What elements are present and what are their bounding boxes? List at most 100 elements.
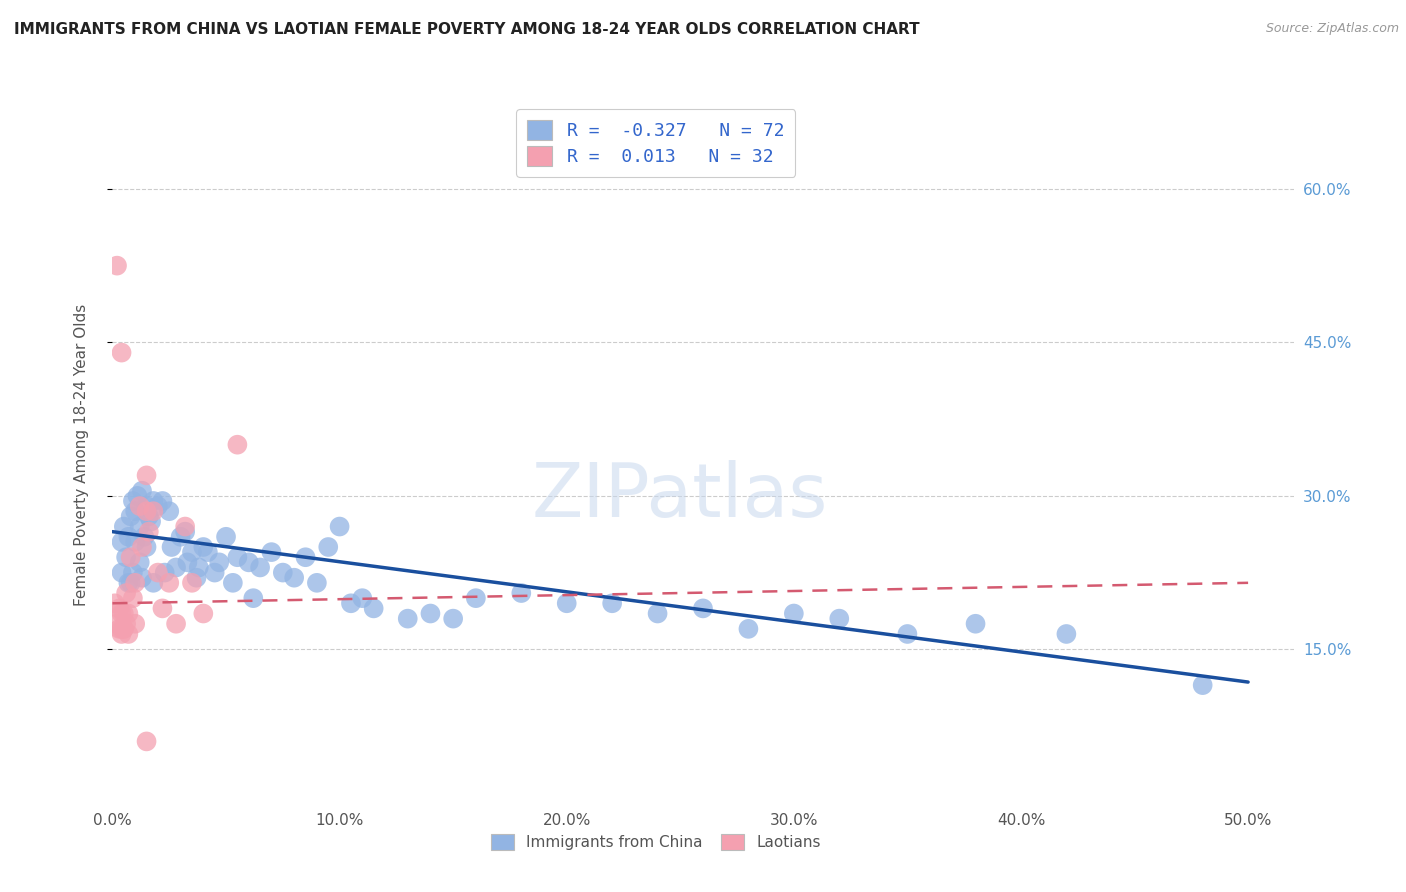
Point [152, 601, 174, 615]
Point [181, 545, 204, 559]
Point [142, 575, 165, 590]
Point [157, 504, 180, 518]
Point [146, 566, 169, 580]
Point [135, 468, 157, 483]
Point [138, 509, 160, 524]
Point [160, 540, 183, 554]
Point [108, 601, 131, 615]
Point [120, 509, 142, 524]
Point [197, 545, 219, 559]
Point [110, 622, 132, 636]
Point [135, 734, 157, 748]
Point [896, 627, 918, 641]
Point [340, 596, 363, 610]
Point [165, 616, 187, 631]
Point [142, 504, 165, 518]
Point [115, 616, 138, 631]
Point [105, 616, 128, 631]
Point [112, 607, 135, 621]
Point [208, 555, 231, 569]
Point [181, 575, 204, 590]
Y-axis label: Female Poverty Among 18-24 Year Olds: Female Poverty Among 18-24 Year Olds [75, 304, 89, 606]
Point [305, 575, 328, 590]
Point [110, 607, 132, 621]
Point [124, 535, 146, 549]
Point [128, 555, 150, 569]
Point [117, 575, 139, 590]
Point [271, 566, 294, 580]
Point [783, 607, 806, 621]
Point [260, 545, 283, 559]
Point [128, 499, 150, 513]
Point [222, 575, 245, 590]
Point [134, 530, 156, 544]
Point [110, 345, 132, 359]
Point [110, 535, 132, 549]
Point [294, 550, 316, 565]
Point [115, 586, 138, 600]
Point [110, 566, 132, 580]
Point [352, 591, 374, 606]
Point [193, 540, 215, 554]
Point [135, 504, 157, 518]
Point [120, 575, 142, 590]
Point [187, 560, 209, 574]
Point [600, 596, 623, 610]
Point [135, 540, 157, 554]
Point [112, 622, 135, 636]
Point [215, 530, 238, 544]
Point [186, 571, 208, 585]
Point [117, 607, 139, 621]
Point [419, 607, 441, 621]
Point [138, 524, 160, 539]
Point [122, 566, 145, 580]
Point [112, 622, 135, 636]
Point [153, 566, 176, 580]
Point [135, 499, 157, 513]
Point [120, 550, 142, 565]
Text: IMMIGRANTS FROM CHINA VS LAOTIAN FEMALE POVERTY AMONG 18-24 YEAR OLDS CORRELATIO: IMMIGRANTS FROM CHINA VS LAOTIAN FEMALE … [14, 22, 920, 37]
Point [131, 540, 153, 554]
Point [124, 575, 146, 590]
Point [283, 571, 305, 585]
Legend: Immigrants from China, Laotians: Immigrants from China, Laotians [484, 827, 828, 858]
Point [117, 627, 139, 641]
Point [226, 438, 249, 452]
Point [828, 612, 851, 626]
Point [174, 519, 197, 533]
Point [110, 627, 132, 641]
Point [165, 560, 187, 574]
Point [193, 607, 215, 621]
Point [510, 586, 533, 600]
Point [238, 555, 260, 569]
Point [396, 612, 419, 626]
Point [174, 524, 197, 539]
Point [1054, 627, 1077, 641]
Point [249, 560, 271, 574]
Point [441, 612, 464, 626]
Point [363, 601, 385, 615]
Point [555, 596, 578, 610]
Point [226, 550, 249, 565]
Point [142, 494, 165, 508]
Point [112, 519, 135, 533]
Point [737, 622, 759, 636]
Point [108, 622, 131, 636]
Point [464, 591, 486, 606]
Point [115, 550, 138, 565]
Point [692, 601, 714, 615]
Point [139, 515, 162, 529]
Point [316, 540, 339, 554]
Point [152, 494, 174, 508]
Point [122, 494, 145, 508]
Point [117, 530, 139, 544]
Point [329, 519, 352, 533]
Point [146, 499, 169, 513]
Point [124, 504, 146, 518]
Point [204, 566, 226, 580]
Point [1191, 678, 1213, 692]
Point [128, 519, 150, 533]
Point [242, 591, 264, 606]
Point [965, 616, 987, 631]
Point [131, 483, 153, 498]
